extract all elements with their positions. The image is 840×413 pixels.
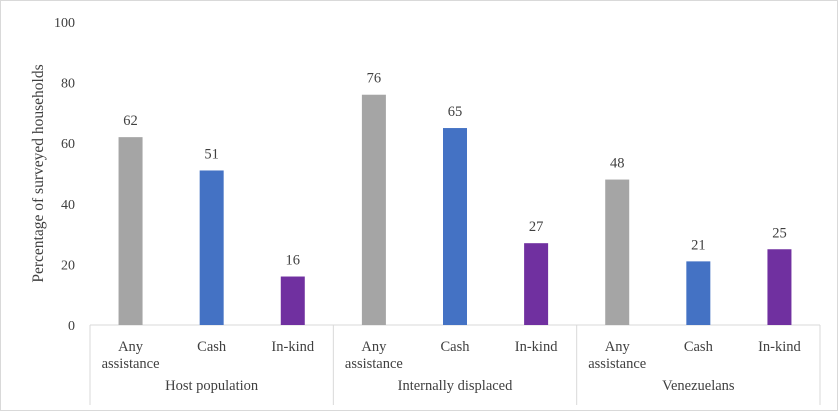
y-tick-label: 80	[61, 77, 75, 92]
y-axis-title: Percentage of surveyed households	[30, 64, 47, 282]
y-tick-label: 0	[68, 319, 75, 334]
bar	[361, 94, 386, 325]
y-tick-label: 100	[54, 16, 75, 31]
category-label: Cash	[197, 339, 227, 355]
category-label: Cash	[441, 339, 471, 355]
group-label: Internally displaced	[398, 378, 513, 394]
category-label: assistance	[345, 356, 403, 372]
y-tick-label: 40	[61, 198, 75, 213]
y-tick-label: 20	[61, 258, 75, 273]
category-label: assistance	[102, 356, 160, 372]
category-label: Any	[605, 339, 631, 355]
category-label: In-kind	[515, 339, 558, 355]
bar	[199, 170, 224, 325]
category-label: In-kind	[758, 339, 801, 355]
data-label: 51	[204, 146, 219, 162]
bar	[280, 276, 305, 325]
category-label: In-kind	[271, 339, 314, 355]
bar	[686, 261, 711, 325]
data-label: 62	[123, 113, 138, 129]
bar	[524, 243, 549, 325]
category-label: Any	[361, 339, 387, 355]
data-label: 25	[772, 225, 787, 241]
data-label: 27	[529, 219, 544, 235]
data-label: 16	[286, 253, 301, 269]
bar	[767, 249, 792, 325]
data-label: 76	[367, 71, 382, 87]
bar	[443, 128, 467, 325]
bar	[118, 137, 143, 325]
data-label: 48	[610, 156, 625, 172]
data-label: 21	[691, 237, 706, 253]
data-label: 65	[448, 104, 463, 120]
category-label: Cash	[684, 339, 714, 355]
category-label: assistance	[588, 356, 646, 372]
bar	[605, 179, 630, 325]
y-tick-label: 60	[61, 137, 75, 152]
group-label: Venezuelans	[662, 378, 735, 394]
group-label: Host population	[165, 378, 259, 394]
category-label: Any	[118, 339, 144, 355]
